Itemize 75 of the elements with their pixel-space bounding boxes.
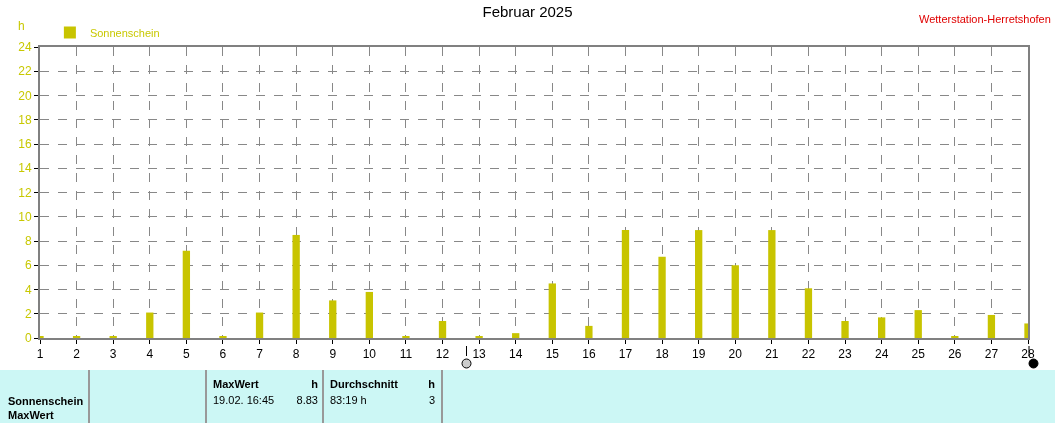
bar (182, 250, 191, 338)
text: h (311, 378, 318, 391)
x-tick-label: 10 (362, 347, 377, 362)
bar (292, 234, 300, 338)
bar (438, 321, 447, 338)
bar (804, 288, 813, 338)
text: MaxWert (8, 409, 54, 422)
y-tick-label: 6 (24, 258, 32, 273)
bar (841, 321, 849, 338)
legend-label: Sonnenschein (89, 26, 160, 39)
x-tick-label: 24 (874, 347, 889, 362)
text: 3 (428, 394, 435, 407)
y-tick-label: 24 (18, 40, 32, 55)
y-tick-label: 16 (18, 137, 32, 152)
bar (914, 310, 922, 338)
bar (365, 291, 373, 338)
x-tick-label: 11 (399, 347, 413, 362)
bar (658, 256, 666, 338)
y-tick-label: 4 (24, 282, 32, 297)
text: Wetterstation-Herretshofen (919, 13, 1051, 25)
x-tick-label: 12 (435, 347, 450, 362)
x-tick-label: 2 (73, 347, 81, 362)
x-tick-label: 22 (801, 347, 816, 362)
x-tick-label: 16 (582, 347, 596, 362)
text: Sonnenschein (8, 395, 84, 408)
x-tick-label: 28 (1021, 347, 1035, 362)
x-tick-label: 9 (329, 347, 337, 362)
text: Durchschnitt (330, 378, 398, 391)
y-tick-label: 18 (18, 112, 32, 127)
x-tick-label: 13 (472, 347, 487, 362)
x-tick-label: 6 (219, 347, 227, 362)
x-tick-label: 26 (948, 347, 962, 362)
bar (548, 283, 556, 338)
y-tick-label: 20 (18, 88, 32, 103)
y-axis-title: h (18, 19, 25, 33)
text: 83:19 h (330, 394, 367, 407)
bar (768, 230, 776, 338)
y-tick-label: 2 (24, 306, 32, 321)
bar (695, 230, 703, 338)
bar (621, 230, 630, 338)
x-tick-label: 3 (109, 347, 117, 362)
x-tick-label: 1 (36, 347, 44, 362)
x-tick-label: 20 (728, 347, 743, 362)
x-tick-label: 4 (146, 347, 154, 362)
bar (877, 317, 886, 338)
text: MaxWert (213, 378, 259, 391)
x-tick-label: 18 (655, 347, 670, 362)
y-tick-label: 22 (18, 64, 32, 79)
bar (146, 312, 154, 338)
x-tick-label: 21 (765, 347, 779, 362)
x-tick-label: 8 (292, 347, 300, 362)
y-tick-label: 10 (18, 209, 32, 224)
x-tick-label: 14 (509, 347, 523, 362)
bar (255, 312, 264, 338)
x-tick-label: 27 (984, 347, 999, 362)
x-tick-label: 7 (256, 347, 264, 362)
x-tick-label: 15 (545, 347, 560, 362)
bar (731, 265, 739, 338)
bar (987, 314, 996, 338)
bar (329, 300, 337, 338)
x-tick-label: 17 (618, 347, 633, 362)
bar (585, 325, 593, 338)
x-tick-label: 5 (183, 347, 191, 362)
y-tick-label: 8 (24, 234, 32, 249)
chart-title: Februar 2025 (482, 2, 573, 20)
bar (512, 333, 520, 338)
y-tick-label: 14 (18, 161, 32, 176)
y-tick-label: 0 (24, 331, 32, 346)
y-tick-label: 12 (18, 185, 32, 200)
x-tick-label: 19 (691, 347, 706, 362)
text: 19.02. 16:45 (213, 394, 275, 407)
text: 8.83 (296, 394, 318, 407)
x-tick-label: 25 (911, 347, 926, 362)
x-tick-label: 23 (838, 347, 853, 362)
text: h (428, 378, 435, 391)
